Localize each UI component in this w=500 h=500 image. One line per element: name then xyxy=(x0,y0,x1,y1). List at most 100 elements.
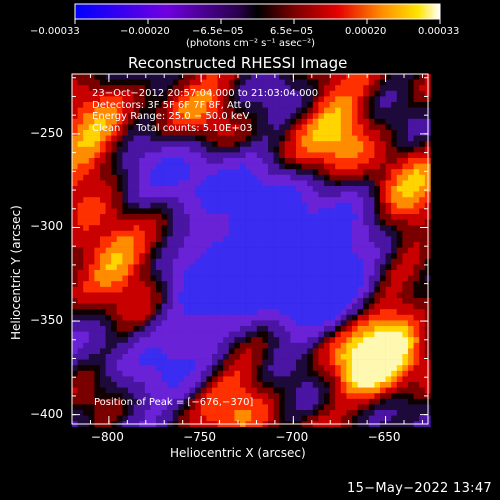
heatmap-pixel xyxy=(346,191,353,198)
heatmap-pixel xyxy=(262,286,269,293)
heatmap-pixel xyxy=(340,303,347,310)
heatmap-pixel xyxy=(178,130,185,136)
heatmap-pixel xyxy=(408,258,414,265)
heatmap-pixel xyxy=(273,415,280,422)
heatmap-pixel xyxy=(195,107,202,114)
heatmap-pixel xyxy=(83,158,90,164)
heatmap-pixel xyxy=(189,365,196,372)
heatmap-pixel xyxy=(184,130,190,136)
heatmap-pixel xyxy=(144,326,151,332)
heatmap-pixel xyxy=(94,118,101,125)
heatmap-pixel xyxy=(111,230,118,237)
heatmap-pixel xyxy=(385,146,392,153)
heatmap-pixel xyxy=(296,113,302,120)
heatmap-pixel xyxy=(284,208,291,215)
heatmap-pixel xyxy=(200,281,207,288)
heatmap-pixel xyxy=(100,331,106,338)
heatmap-pixel xyxy=(368,320,375,327)
heatmap-pixel xyxy=(312,118,319,125)
heatmap-pixel xyxy=(385,186,392,192)
heatmap-pixel xyxy=(195,214,202,220)
heatmap-pixel xyxy=(374,253,381,260)
heatmap-pixel xyxy=(335,270,342,276)
heatmap-pixel xyxy=(217,146,224,153)
heatmap-pixel xyxy=(184,286,190,293)
heatmap-pixel xyxy=(340,314,347,321)
heatmap-pixel xyxy=(268,286,274,293)
heatmap-pixel xyxy=(268,264,274,271)
heatmap-pixel xyxy=(352,370,358,377)
heatmap-pixel xyxy=(284,146,291,153)
heatmap-pixel xyxy=(290,152,297,159)
heatmap-pixel xyxy=(150,107,157,114)
heatmap-pixel xyxy=(380,118,386,125)
heatmap-pixel xyxy=(307,208,314,215)
heatmap-pixel xyxy=(111,158,118,164)
heatmap-pixel xyxy=(161,180,168,187)
heatmap-pixel xyxy=(105,253,112,260)
heatmap-pixel xyxy=(139,208,146,215)
heatmap-pixel xyxy=(217,342,224,349)
heatmap-pixel xyxy=(111,382,118,388)
heatmap-pixel xyxy=(122,348,129,355)
heatmap-pixel xyxy=(324,354,330,360)
heatmap-pixel xyxy=(318,158,325,164)
heatmap-pixel xyxy=(83,303,90,310)
heatmap-pixel xyxy=(228,96,235,103)
heatmap-pixel xyxy=(380,342,386,349)
heatmap-pixel xyxy=(262,85,269,92)
heatmap-pixel xyxy=(195,275,202,282)
heatmap-pixel xyxy=(279,236,286,243)
heatmap-pixel xyxy=(161,163,168,170)
heatmap-pixel xyxy=(217,253,224,260)
heatmap-pixel xyxy=(83,202,90,209)
heatmap-pixel xyxy=(156,174,162,181)
heatmap-pixel xyxy=(245,298,252,304)
heatmap-pixel xyxy=(251,135,258,142)
heatmap-pixel xyxy=(301,236,308,243)
heatmap-pixel xyxy=(234,342,241,349)
heatmap-pixel xyxy=(122,270,129,276)
heatmap-pixel xyxy=(352,96,358,103)
heatmap-pixel xyxy=(413,354,420,360)
heatmap-pixel xyxy=(172,219,179,226)
heatmap-pixel xyxy=(111,398,118,405)
heatmap-pixel xyxy=(301,85,308,92)
heatmap-pixel xyxy=(352,376,358,383)
heatmap-pixel xyxy=(217,169,224,176)
heatmap-pixel xyxy=(161,275,168,282)
heatmap-pixel xyxy=(94,242,101,248)
heatmap-pixel xyxy=(133,247,140,254)
heatmap-pixel xyxy=(413,309,420,316)
heatmap-pixel xyxy=(139,90,146,97)
heatmap-pixel xyxy=(105,141,112,148)
heatmap-pixel xyxy=(318,208,325,215)
heatmap-pixel xyxy=(363,247,370,254)
heatmap-pixel xyxy=(72,158,78,164)
heatmap-pixel xyxy=(396,303,403,310)
heatmap-pixel xyxy=(268,370,274,377)
heatmap-pixel xyxy=(88,191,95,198)
heatmap-pixel xyxy=(268,163,274,170)
heatmap-pixel xyxy=(206,152,213,159)
heatmap-pixel xyxy=(133,214,140,220)
heatmap-pixel xyxy=(72,359,78,366)
heatmap-pixel xyxy=(217,118,224,125)
heatmap-pixel xyxy=(228,191,235,198)
heatmap-pixel xyxy=(88,298,95,304)
heatmap-pixel xyxy=(217,174,224,181)
heatmap-pixel xyxy=(273,180,280,187)
heatmap-pixel xyxy=(83,393,90,400)
heatmap-pixel xyxy=(100,118,106,125)
heatmap-pixel xyxy=(413,141,420,148)
heatmap-pixel xyxy=(262,169,269,176)
heatmap-pixel xyxy=(352,202,358,209)
heatmap-pixel xyxy=(139,264,146,271)
heatmap-pixel xyxy=(368,281,375,288)
heatmap-pixel xyxy=(167,270,174,276)
heatmap-pixel xyxy=(133,320,140,327)
heatmap-pixel xyxy=(385,163,392,170)
heatmap-pixel xyxy=(396,365,403,372)
heatmap-pixel xyxy=(290,197,297,204)
heatmap-pixel xyxy=(363,197,370,204)
